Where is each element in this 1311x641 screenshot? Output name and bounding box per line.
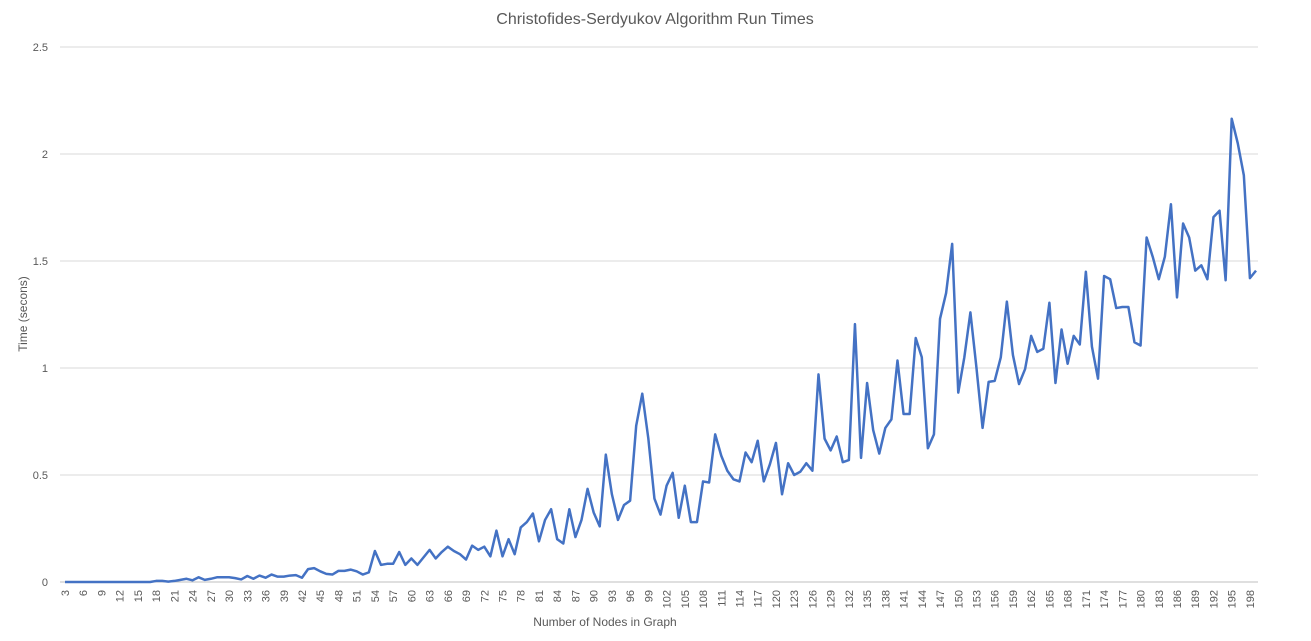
x-tick-label: 144 <box>917 590 929 608</box>
x-tick-label: 69 <box>461 590 473 602</box>
x-tick-label: 162 <box>1026 590 1038 608</box>
x-tick-label: 60 <box>406 590 418 602</box>
x-tick-label: 108 <box>698 590 710 608</box>
x-tick-label: 45 <box>315 590 327 602</box>
x-tick-label: 186 <box>1172 590 1184 608</box>
x-tick-label: 180 <box>1136 590 1148 608</box>
x-axis-title: Number of Nodes in Graph <box>533 615 676 629</box>
y-tick-label: 0.5 <box>33 470 48 482</box>
x-tick-label: 174 <box>1099 590 1111 608</box>
x-tick-label: 39 <box>279 590 291 602</box>
x-tick-label: 12 <box>115 590 127 602</box>
x-tick-label: 171 <box>1081 590 1093 608</box>
x-tick-label: 135 <box>862 590 874 608</box>
x-tick-label: 195 <box>1227 590 1239 608</box>
x-tick-label: 192 <box>1208 590 1220 608</box>
x-tick-label: 84 <box>552 590 564 602</box>
x-tick-label: 3 <box>60 590 72 596</box>
x-tick-label: 129 <box>826 590 838 608</box>
x-tick-label: 63 <box>425 590 437 602</box>
x-tick-label: 198 <box>1245 590 1257 608</box>
y-tick-label: 1.5 <box>33 256 48 268</box>
x-tick-label: 15 <box>133 590 145 602</box>
x-tick-label: 168 <box>1063 590 1075 608</box>
data-line <box>65 117 1257 584</box>
x-tick-label: 177 <box>1117 590 1129 608</box>
x-tick-label: 93 <box>607 590 619 602</box>
x-tick-label: 51 <box>352 590 364 602</box>
x-tick-label: 165 <box>1044 590 1056 608</box>
chart-title: Christofides-Serdyukov Algorithm Run Tim… <box>496 11 813 28</box>
x-tick-label: 27 <box>206 590 218 602</box>
x-tick-label: 105 <box>680 590 692 608</box>
x-tick-label: 156 <box>990 590 1002 608</box>
x-tick-label: 81 <box>534 590 546 602</box>
x-tick-label: 87 <box>570 590 582 602</box>
x-tick-label: 57 <box>388 590 400 602</box>
x-tick-label: 183 <box>1154 590 1166 608</box>
y-tick-label: 2.5 <box>33 42 48 54</box>
x-tick-label: 147 <box>935 590 947 608</box>
x-tick-label: 48 <box>333 590 345 602</box>
x-tick-label: 33 <box>242 590 254 602</box>
x-tick-label: 102 <box>662 590 674 608</box>
x-tick-label: 78 <box>516 590 528 602</box>
x-tick-label: 114 <box>734 590 746 608</box>
y-axis-title: Time (secons) <box>16 276 30 352</box>
x-tick-label: 111 <box>716 590 728 607</box>
x-tick-label: 153 <box>971 590 983 608</box>
x-tick-label: 18 <box>151 590 163 602</box>
x-tick-label: 21 <box>169 590 181 602</box>
x-tick-label: 9 <box>96 590 108 596</box>
x-tick-label: 159 <box>1008 590 1020 608</box>
x-tick-label: 24 <box>188 590 200 602</box>
x-tick-label: 6 <box>78 590 90 596</box>
x-tick-label: 36 <box>261 590 273 602</box>
x-tick-label: 117 <box>753 590 765 608</box>
x-tick-label: 99 <box>643 590 655 602</box>
y-tick-label: 2 <box>42 149 48 161</box>
x-tick-label: 54 <box>370 590 382 602</box>
x-tick-label: 96 <box>625 590 637 602</box>
y-tick-label: 1 <box>42 363 48 375</box>
y-tick-label: 0 <box>42 577 48 589</box>
x-tick-label: 30 <box>224 590 236 602</box>
x-tick-label: 72 <box>479 590 491 602</box>
x-tick-label: 123 <box>789 590 801 608</box>
x-tick-label: 66 <box>443 590 455 602</box>
x-tick-label: 120 <box>771 590 783 608</box>
x-tick-label: 42 <box>297 590 309 602</box>
x-tick-label: 189 <box>1190 590 1202 608</box>
x-tick-label: 90 <box>589 590 601 602</box>
x-tick-label: 138 <box>880 590 892 608</box>
x-tick-label: 132 <box>844 590 856 608</box>
x-tick-label: 150 <box>953 590 965 608</box>
x-tick-label: 75 <box>498 590 510 602</box>
x-tick-label: 141 <box>899 590 911 608</box>
x-tick-label: 126 <box>807 590 819 608</box>
